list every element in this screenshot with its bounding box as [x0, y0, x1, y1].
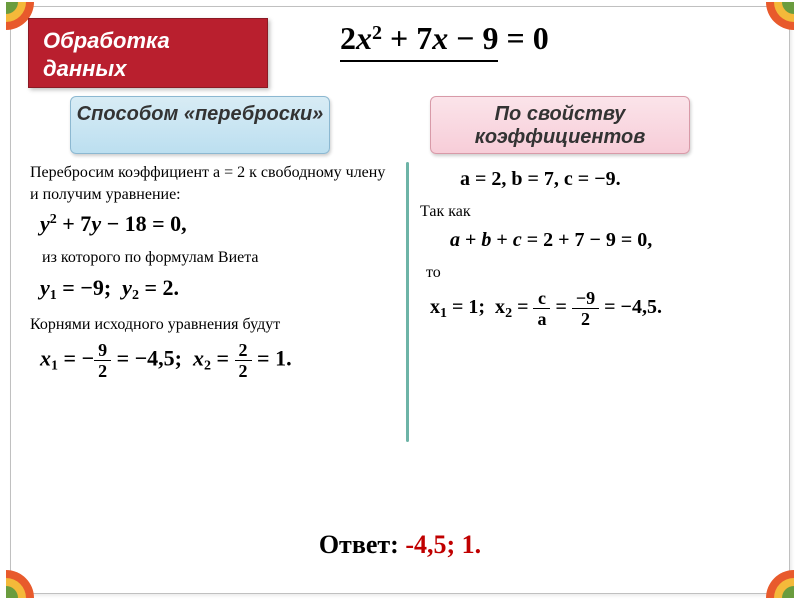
- answer-values: -4,5; 1.: [405, 530, 481, 559]
- section-header: Обработка данных: [28, 18, 268, 88]
- corner-decoration: [766, 2, 794, 30]
- left-text-2: из которого по формулам Виета: [30, 247, 390, 269]
- right-eq-2: x1 = 1; x2 = ca = −92 = −4,5.: [430, 289, 750, 328]
- left-text-3: Корнями исходного уравнения будут: [30, 314, 390, 336]
- main-equation: 2x2 + 7x − 9 = 0: [340, 20, 549, 57]
- answer-line: Ответ: -4,5; 1.: [0, 530, 800, 560]
- left-text-1: Перебросим коэффициент a = 2 к свободном…: [30, 162, 390, 205]
- right-text-2: то: [420, 262, 750, 284]
- left-column: Перебросим коэффициент a = 2 к свободном…: [30, 162, 390, 390]
- corner-decoration: [6, 570, 34, 598]
- corner-decoration: [766, 570, 794, 598]
- right-column: a = 2, b = 7, c = −9. Так как a + b + c …: [420, 162, 750, 338]
- right-coeffs: a = 2, b = 7, c = −9.: [460, 168, 750, 191]
- right-text-1: Так как: [420, 201, 750, 223]
- method-title-right: По свойству коэффициентов: [430, 96, 690, 154]
- vertical-divider: [406, 162, 409, 442]
- left-eq-2: y1 = −9; y2 = 2.: [40, 275, 390, 304]
- left-eq-3: x1 = −92 = −4,5; x2 = 22 = 1.: [40, 341, 390, 380]
- left-eq-1: y2 + 7y − 18 = 0,: [40, 211, 390, 237]
- answer-label: Ответ:: [319, 530, 406, 559]
- method-title-left: Способом «переброски»: [70, 96, 330, 154]
- right-eq-1: a + b + c = 2 + 7 − 9 = 0,: [450, 229, 750, 252]
